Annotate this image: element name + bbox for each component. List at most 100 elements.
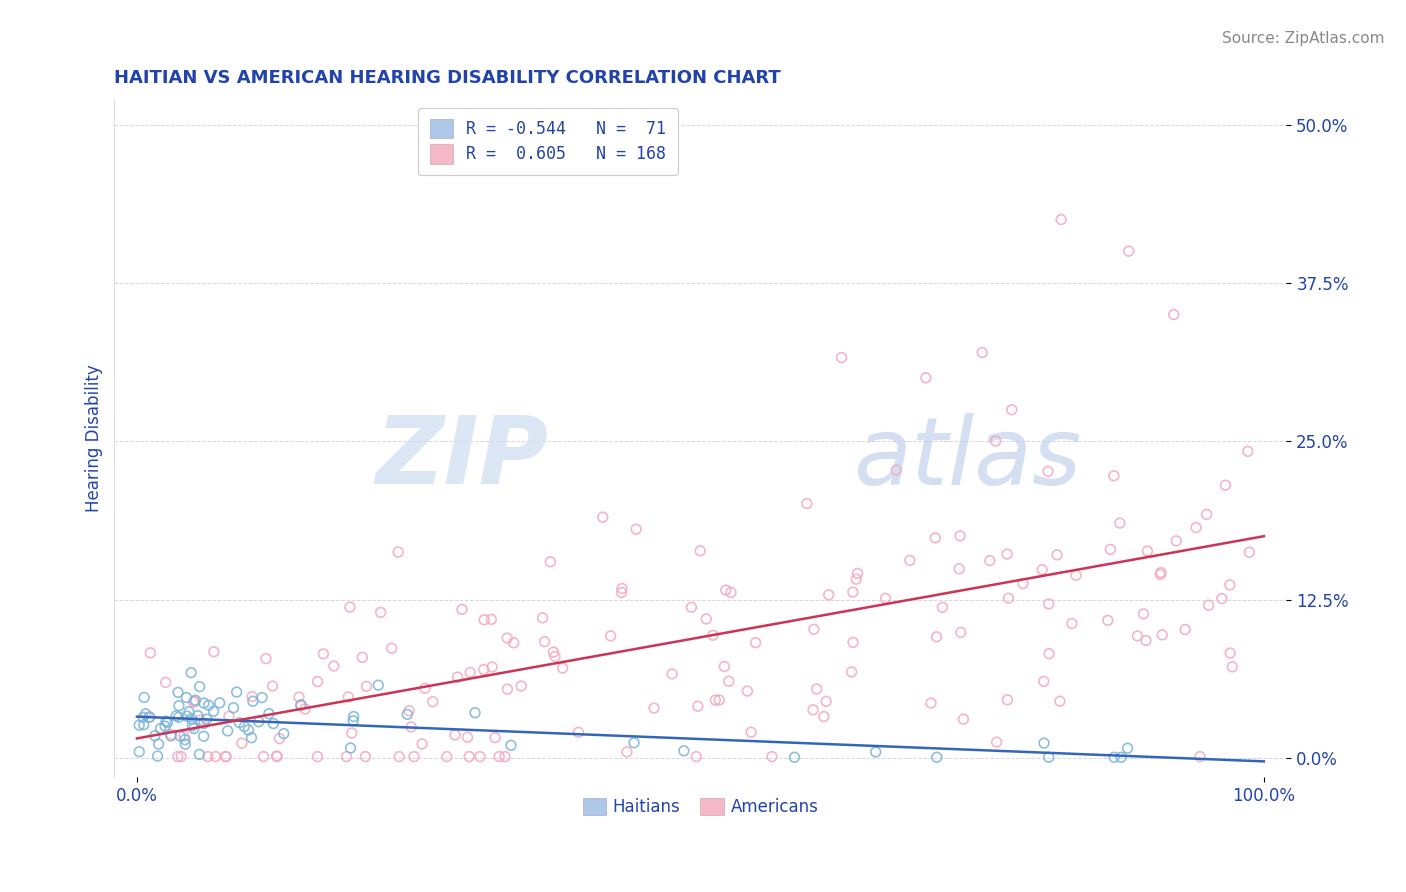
- Point: [533, 634, 555, 648]
- Point: [266, 748, 288, 763]
- Point: [155, 675, 177, 690]
- Point: [422, 695, 444, 709]
- Point: [183, 695, 205, 709]
- Point: [1109, 750, 1132, 764]
- Point: [169, 729, 191, 743]
- Point: [187, 708, 209, 723]
- Point: [156, 715, 179, 730]
- Point: [1215, 478, 1237, 492]
- Point: [1049, 694, 1071, 708]
- Point: [153, 719, 176, 733]
- Point: [180, 665, 202, 680]
- Point: [610, 582, 633, 596]
- Point: [920, 696, 942, 710]
- Text: atlas: atlas: [853, 413, 1081, 504]
- Point: [170, 749, 193, 764]
- Point: [352, 650, 374, 665]
- Point: [842, 635, 865, 649]
- Point: [737, 684, 759, 698]
- Point: [803, 622, 825, 636]
- Point: [914, 371, 936, 385]
- Point: [202, 645, 225, 659]
- Point: [183, 722, 205, 736]
- Point: [215, 749, 238, 764]
- Point: [444, 728, 467, 742]
- Point: [1149, 567, 1171, 582]
- Point: [167, 698, 190, 713]
- Point: [228, 715, 250, 730]
- Point: [398, 704, 420, 718]
- Point: [337, 690, 360, 704]
- Point: [997, 591, 1019, 606]
- Point: [413, 681, 436, 696]
- Point: [343, 709, 366, 723]
- Point: [661, 667, 683, 681]
- Point: [1097, 613, 1119, 627]
- Point: [997, 693, 1019, 707]
- Point: [238, 723, 260, 737]
- Point: [233, 719, 256, 733]
- Point: [451, 602, 474, 616]
- Point: [538, 555, 561, 569]
- Point: [411, 737, 433, 751]
- Point: [592, 510, 614, 524]
- Point: [166, 749, 188, 764]
- Point: [1166, 533, 1188, 548]
- Point: [181, 719, 204, 733]
- Point: [269, 731, 291, 746]
- Point: [1135, 633, 1157, 648]
- Point: [720, 585, 742, 599]
- Point: [875, 591, 897, 606]
- Point: [339, 600, 361, 615]
- Point: [510, 679, 533, 693]
- Point: [1219, 646, 1241, 660]
- Point: [135, 706, 157, 721]
- Y-axis label: Hearing Disability: Hearing Disability: [86, 364, 103, 512]
- Point: [138, 710, 160, 724]
- Point: [174, 737, 197, 751]
- Point: [479, 612, 502, 626]
- Point: [796, 496, 818, 510]
- Point: [184, 693, 207, 707]
- Point: [222, 700, 245, 714]
- Point: [1038, 647, 1060, 661]
- Point: [262, 679, 284, 693]
- Point: [925, 750, 948, 764]
- Point: [979, 554, 1001, 568]
- Point: [1219, 578, 1241, 592]
- Point: [717, 674, 740, 689]
- Point: [1136, 544, 1159, 558]
- Point: [252, 749, 274, 764]
- Point: [143, 729, 166, 743]
- Point: [713, 659, 735, 673]
- Point: [1220, 660, 1243, 674]
- Point: [218, 709, 240, 723]
- Point: [472, 663, 495, 677]
- Point: [160, 727, 183, 741]
- Point: [616, 745, 638, 759]
- Point: [387, 545, 409, 559]
- Point: [1237, 545, 1260, 559]
- Point: [457, 731, 479, 745]
- Point: [468, 749, 491, 764]
- Point: [307, 749, 329, 764]
- Point: [689, 544, 711, 558]
- Point: [356, 679, 378, 693]
- Point: [160, 729, 183, 743]
- Point: [761, 749, 783, 764]
- Point: [399, 720, 422, 734]
- Point: [948, 562, 970, 576]
- Point: [1195, 508, 1218, 522]
- Point: [551, 661, 574, 675]
- Point: [436, 749, 458, 764]
- Point: [335, 749, 357, 764]
- Point: [231, 736, 253, 750]
- Point: [624, 522, 647, 536]
- Point: [180, 712, 202, 726]
- Point: [931, 600, 953, 615]
- Point: [464, 706, 486, 720]
- Point: [1237, 444, 1260, 458]
- Point: [367, 678, 389, 692]
- Point: [195, 712, 218, 726]
- Point: [813, 709, 835, 723]
